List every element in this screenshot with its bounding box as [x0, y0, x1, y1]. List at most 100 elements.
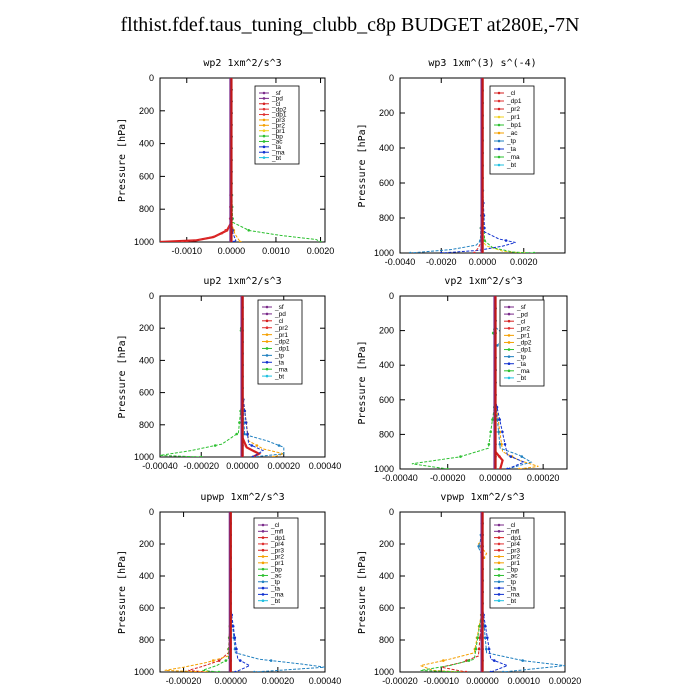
legend-marker	[497, 131, 501, 135]
y-tick-label: 800	[379, 213, 394, 223]
legend-marker	[497, 542, 501, 546]
series-line-bp	[420, 512, 483, 672]
legend-marker	[497, 139, 501, 143]
legend-marker	[262, 150, 266, 154]
data-point	[255, 444, 259, 447]
legend-label: _pr1	[274, 332, 288, 339]
series-line-tp	[494, 296, 533, 469]
data-point	[244, 421, 248, 424]
data-point	[518, 467, 521, 469]
y-tick-label: 600	[139, 171, 154, 181]
legend-label: _bt	[274, 373, 284, 380]
chart-panel-2: wp3 1xm^(3) s^(-4) Pressure [hPa] 0 200 400 6…	[357, 58, 566, 267]
data-point	[493, 659, 496, 662]
legend-marker	[261, 574, 265, 577]
data-point	[467, 659, 471, 662]
legend-marker	[262, 134, 266, 138]
legend-label: _dp1	[516, 347, 532, 354]
data-point	[459, 455, 462, 458]
series-line-bp	[202, 512, 232, 672]
y-tick-label: 0	[389, 507, 394, 517]
chart-panel-4: vp2 1xm^2/s^3 Pressure [hPa] 0 200 400 600 800…	[357, 276, 568, 483]
legend-label: _ma	[516, 368, 530, 375]
data-point	[498, 455, 501, 458]
data-point	[243, 409, 246, 413]
data-point	[181, 240, 184, 242]
legend-marker	[261, 599, 265, 602]
legend-label: _pd	[274, 311, 286, 318]
plot-frame	[159, 77, 326, 243]
x-tick-label: 0.00010	[507, 676, 540, 686]
legend-marker	[497, 555, 501, 558]
y-tick-label: 0	[149, 73, 154, 83]
y-tick-label: 200	[379, 539, 394, 549]
y-tick-label: 0	[389, 291, 394, 301]
legend-label: _pr3	[271, 117, 285, 124]
y-tick-label: 0	[389, 73, 394, 83]
legend-marker	[507, 334, 511, 337]
y-tick-label: 200	[139, 323, 154, 333]
y-tick-label: 1000	[374, 248, 394, 258]
legend-marker	[261, 536, 265, 539]
chart-title: upwp 1xm^2/s^3	[200, 492, 284, 503]
legend-marker	[497, 147, 501, 151]
chart-panel-1: wp2 1xm^2/s^3 Pressure [hPa] 0 200 400 600 800…	[117, 58, 334, 256]
legend-marker	[497, 523, 501, 527]
legend-label: _ma	[506, 592, 520, 599]
legend-marker	[262, 145, 266, 149]
data-point	[217, 659, 221, 662]
y-tick-label: 400	[139, 571, 154, 581]
y-tick-label: 600	[379, 603, 394, 613]
legend-label: _ta	[516, 361, 526, 368]
legend-label: _pr1	[271, 128, 285, 135]
legend-marker	[497, 561, 501, 565]
legend-label: _tp	[506, 138, 516, 145]
legend-marker	[497, 115, 501, 119]
data-point	[485, 647, 488, 651]
data-point	[251, 455, 255, 457]
legend-label: _mfl	[270, 529, 284, 536]
data-point	[277, 444, 281, 447]
x-tick-label: 0.00020	[262, 676, 295, 686]
legend-marker	[497, 91, 501, 95]
legend-label: _bt	[271, 155, 281, 162]
y-tick-label: 800	[139, 635, 154, 645]
legend-marker	[262, 113, 266, 116]
chart-title: vpwp 1xm^2/s^3	[440, 492, 524, 503]
data-point	[496, 344, 499, 347]
legend-marker	[497, 586, 501, 590]
y-tick-label: 600	[379, 178, 394, 188]
legend-label: _bp	[506, 566, 518, 573]
data-point	[474, 647, 478, 651]
page-title: flthist.fdef.taus_tuning_clubb_c8p BUDGE…	[120, 14, 580, 36]
legend-label: _ac	[506, 573, 518, 580]
legend-label: _bp	[271, 133, 283, 140]
legend-label: _cl	[516, 318, 526, 325]
legend-marker	[507, 348, 511, 351]
legend-marker	[497, 580, 501, 584]
x-tick-label: -0.00020	[166, 676, 202, 686]
data-point	[231, 625, 235, 628]
y-tick-label: 400	[379, 143, 394, 153]
data-point	[247, 229, 250, 232]
y-tick-label: 1000	[134, 667, 154, 677]
data-point	[473, 251, 476, 253]
data-point	[235, 647, 238, 651]
chart-panel-5: upwp 1xm^2/s^3 Pressure [hPa] 0 200 400 600 80…	[117, 492, 341, 686]
x-tick-label: 0.00000	[479, 473, 512, 483]
y-tick-label: 1000	[134, 452, 154, 462]
data-point	[489, 670, 493, 672]
x-tick-label: 0.0000	[218, 246, 246, 256]
y-tick-label: 0	[149, 507, 154, 517]
y-tick-label: 1000	[374, 667, 394, 677]
chart-title: vp2 1xm^2/s^3	[444, 276, 522, 287]
data-point	[246, 432, 249, 436]
legend: _sf_pd_cl_pr2_pr1_dp2_dp1_tp_ta_ma_bt	[499, 299, 545, 387]
data-point	[232, 240, 235, 242]
legend: _sf_pd_cl_dp2_dp1_pr3_pr2_pr1_bp_ac_ta_m…	[254, 85, 300, 165]
legend-label: _cl	[270, 522, 280, 529]
y-tick-label: 800	[139, 420, 154, 430]
chart-title: up2 1xm^2/s^3	[203, 276, 281, 287]
data-point	[234, 670, 237, 672]
legend-label: _ma	[271, 149, 285, 156]
